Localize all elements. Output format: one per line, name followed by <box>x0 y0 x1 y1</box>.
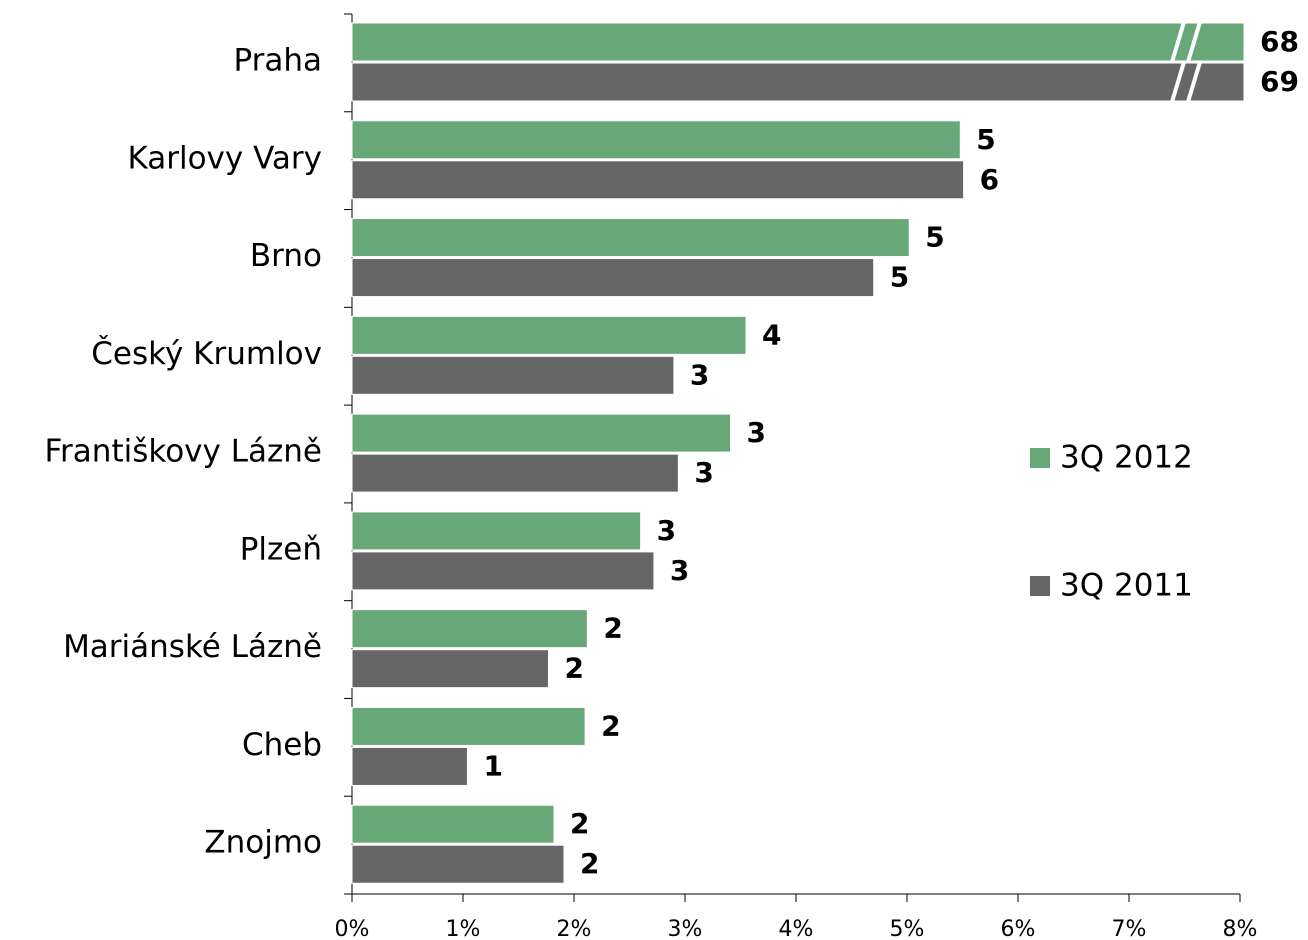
bar <box>351 511 642 551</box>
x-tick-label: 8% <box>1223 917 1258 940</box>
axis-break <box>1170 61 1186 103</box>
data-label: 1 <box>483 749 502 782</box>
data-label: 3 <box>690 358 709 391</box>
axis-break <box>1186 61 1202 103</box>
category-label: Františkovy Lázně <box>44 434 322 470</box>
bar <box>351 120 961 160</box>
legend-label: 3Q 2012 <box>1060 440 1193 476</box>
x-tick-label: 4% <box>779 917 814 940</box>
axis-break <box>1170 21 1186 63</box>
data-label: 2 <box>564 652 583 685</box>
category-label: Cheb <box>242 727 322 763</box>
data-label: 6 <box>980 163 999 196</box>
x-tick-label: 5% <box>890 917 925 940</box>
x-tick-label: 6% <box>1001 917 1036 940</box>
bar <box>351 844 565 884</box>
x-tick-label: 1% <box>446 917 481 940</box>
category-label: Karlovy Vary <box>127 140 322 176</box>
category-label: Brno <box>250 238 322 274</box>
data-label: 5 <box>976 123 995 156</box>
data-label: 69 <box>1260 65 1299 98</box>
data-label: 2 <box>603 612 622 645</box>
bar <box>351 62 1245 102</box>
bar <box>351 315 747 355</box>
bar <box>351 746 468 786</box>
category-label: Plzeň <box>240 531 322 567</box>
bar <box>351 22 1245 62</box>
data-label: 2 <box>570 807 589 840</box>
x-tick-label: 3% <box>668 917 703 940</box>
x-tick-label: 2% <box>557 917 592 940</box>
data-label: 3 <box>747 416 766 449</box>
data-label: 3 <box>657 514 676 547</box>
bar <box>351 355 675 395</box>
bar <box>351 649 549 689</box>
bar <box>351 453 679 493</box>
data-label: 68 <box>1260 25 1299 58</box>
axis-break <box>1186 21 1202 63</box>
bar <box>351 218 910 258</box>
bar <box>351 551 655 591</box>
category-label: Mariánské Lázně <box>63 629 322 665</box>
category-label: Český Krumlov <box>91 335 322 372</box>
data-label: 2 <box>601 709 620 742</box>
data-label: 2 <box>580 847 599 880</box>
data-label: 3 <box>694 456 713 489</box>
bar <box>351 706 586 746</box>
bar <box>351 804 555 844</box>
bar <box>351 258 875 298</box>
bar <box>351 160 965 200</box>
legend-swatch <box>1030 448 1050 468</box>
x-tick-label: 7% <box>1112 917 1147 940</box>
bar <box>351 413 732 453</box>
data-label: 5 <box>925 221 944 254</box>
bar <box>351 609 588 649</box>
category-label: Znojmo <box>204 825 322 861</box>
legend-label: 3Q 2011 <box>1060 568 1193 604</box>
x-tick-label: 0% <box>335 917 370 940</box>
category-label: Praha <box>233 43 322 79</box>
data-label: 4 <box>762 318 781 351</box>
legend-swatch <box>1030 576 1050 596</box>
data-label: 5 <box>890 261 909 294</box>
data-label: 3 <box>670 554 689 587</box>
